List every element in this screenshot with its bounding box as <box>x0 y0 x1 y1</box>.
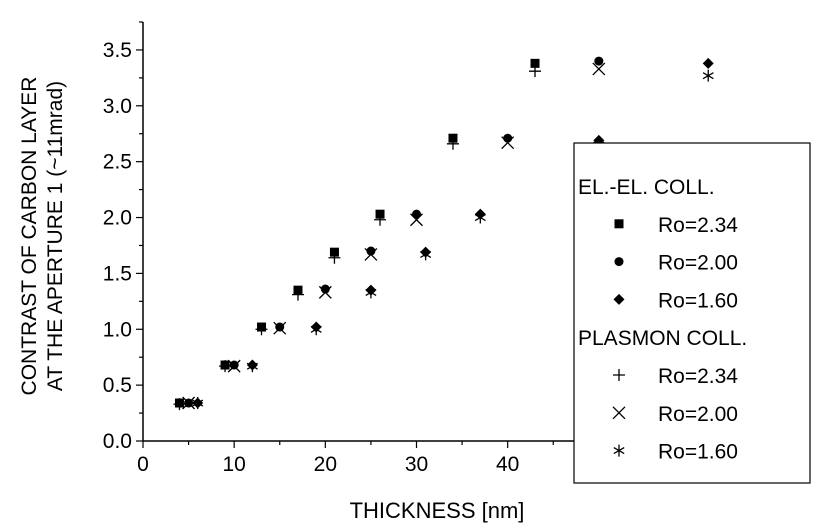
data-point <box>182 396 196 410</box>
legend-group-title: PLASMON COLL. <box>578 327 747 350</box>
data-point <box>420 248 432 261</box>
axes-layer: 010203040500.00.51.01.52.02.53.03.5 <box>103 21 690 476</box>
data-point <box>702 69 714 82</box>
data-point <box>374 213 387 226</box>
series-square <box>174 58 540 408</box>
legend-item-label: Ro=2.34 <box>658 214 738 237</box>
legend-group-title: EL.-EL. COLL. <box>578 176 715 199</box>
y-tick-label: 0.0 <box>103 430 132 453</box>
data-point <box>328 251 341 264</box>
legend-marker-circle <box>614 257 624 267</box>
legend-marker-plus <box>613 369 625 381</box>
x-tick-label: 0 <box>137 453 149 476</box>
legend-item-label: Ro=2.00 <box>658 252 738 275</box>
data-point <box>702 57 714 69</box>
y-axis-label-line2: AT THE APERTURE 1 (~11mrad) <box>44 81 67 391</box>
data-point <box>529 65 542 78</box>
legend-marker-asterisk <box>613 444 625 457</box>
data-point <box>364 247 378 261</box>
data-point <box>474 211 486 224</box>
x-tick-label: 40 <box>496 453 519 476</box>
data-point <box>246 360 258 373</box>
legend-item-label: Ro=2.00 <box>658 403 738 426</box>
y-axis-label-line1: CONTRAST OF CARBON LAYER <box>18 77 41 396</box>
marks-layer <box>173 56 714 411</box>
y-tick-label: 3.5 <box>103 39 132 62</box>
data-point <box>291 288 304 301</box>
legend-item-label: Ro=1.60 <box>658 441 738 464</box>
y-tick-label: 3.0 <box>103 95 132 118</box>
data-point <box>273 321 287 335</box>
data-point <box>275 322 285 332</box>
data-point <box>366 246 376 256</box>
y-tick-label: 2.5 <box>103 151 132 174</box>
legend-marker-x <box>612 406 626 420</box>
data-point <box>173 398 186 411</box>
x-axis-label: THICKNESS [nm] <box>350 498 525 523</box>
series-x <box>182 62 606 410</box>
legend-layer: EL.-EL. COLL. Ro=2.34 Ro=2.00 Ro=1.60 PLASMO… <box>573 142 811 484</box>
data-point <box>530 58 540 68</box>
data-point <box>446 137 459 150</box>
data-point <box>592 62 606 76</box>
legend-box <box>573 142 811 484</box>
y-tick-label: 1.5 <box>103 262 132 285</box>
data-point <box>310 323 322 336</box>
x-tick-label: 10 <box>222 453 245 476</box>
y-tick-label: 0.5 <box>103 374 132 397</box>
series-plus <box>173 65 542 411</box>
legend-marker-square <box>614 219 624 229</box>
data-point <box>410 213 423 227</box>
legend-item-label: Ro=1.60 <box>658 289 738 312</box>
x-tick-label: 20 <box>314 453 337 476</box>
data-point <box>412 209 421 219</box>
data-point <box>219 360 232 373</box>
data-point <box>227 359 241 373</box>
series-circle <box>184 56 604 408</box>
data-point <box>594 56 604 66</box>
legend-item-label: Ro=2.34 <box>658 365 738 388</box>
data-point <box>503 133 513 143</box>
legend-marker-diamond <box>613 293 625 305</box>
data-point <box>501 136 515 150</box>
data-point <box>320 284 330 294</box>
data-point <box>192 397 204 410</box>
y-tick-label: 2.0 <box>103 207 132 230</box>
data-point <box>318 285 332 299</box>
x-tick-label: 30 <box>405 453 428 476</box>
data-point <box>365 286 377 299</box>
data-point <box>255 323 268 336</box>
data-point <box>229 360 239 370</box>
y-tick-label: 1.0 <box>103 318 132 341</box>
